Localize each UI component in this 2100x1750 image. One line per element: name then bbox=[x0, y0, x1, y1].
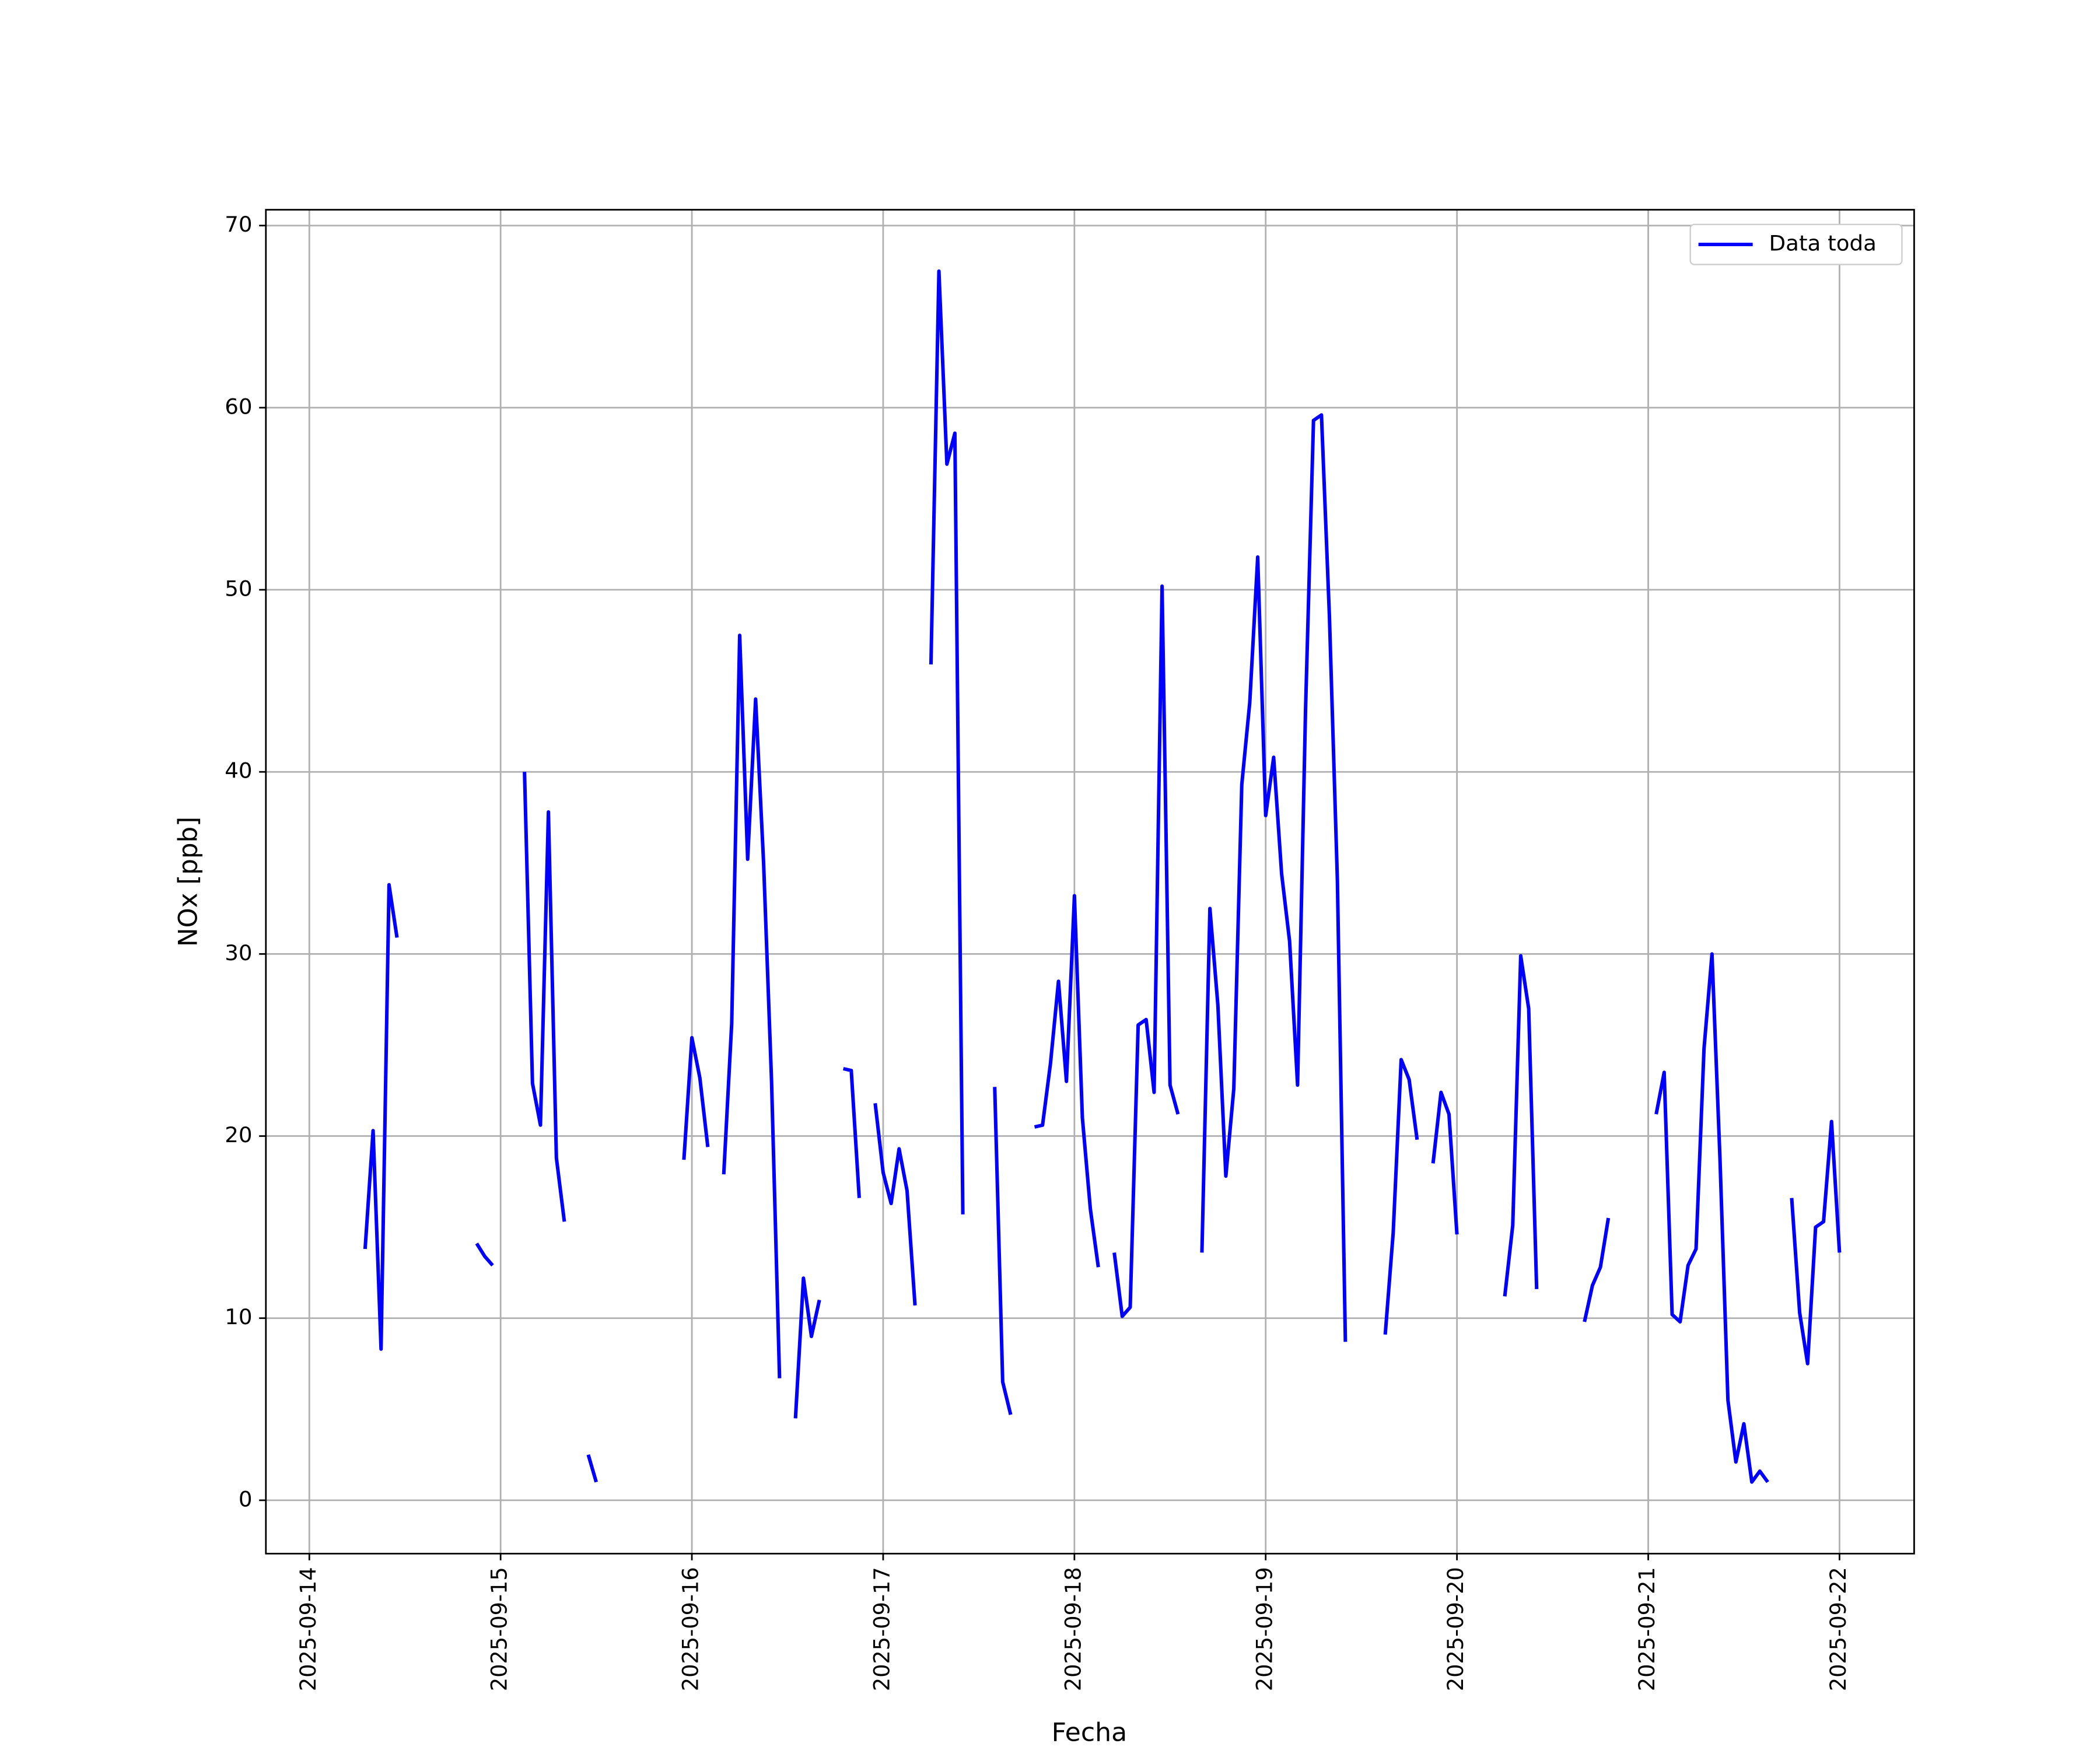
y-tick-label: 10 bbox=[225, 1304, 252, 1329]
y-tick-label: 20 bbox=[225, 1122, 252, 1147]
y-tick-label: 50 bbox=[225, 576, 252, 601]
x-tick-label: 2025-09-18 bbox=[1060, 1567, 1086, 1691]
y-tick-label: 30 bbox=[225, 940, 252, 965]
y-tick-label: 60 bbox=[225, 394, 252, 419]
plot-area bbox=[363, 269, 1842, 1484]
grid bbox=[265, 209, 1915, 1554]
data-line bbox=[363, 269, 1842, 1484]
x-tick-label: 2025-09-19 bbox=[1252, 1567, 1277, 1691]
legend-box bbox=[1689, 223, 1903, 265]
y-tick-label: 70 bbox=[225, 212, 252, 237]
x-tick-label: 2025-09-22 bbox=[1826, 1567, 1851, 1691]
x-axis-label: Fecha bbox=[1052, 1718, 1128, 1748]
axes-frame bbox=[265, 209, 1915, 1555]
x-tick-label: 2025-09-17 bbox=[869, 1567, 894, 1691]
x-tick-label: 2025-09-15 bbox=[487, 1567, 512, 1691]
legend-label: Data toda bbox=[1769, 231, 1877, 256]
y-tick-label: 40 bbox=[225, 758, 252, 783]
y-axis-label: NOx [ppb] bbox=[173, 817, 203, 947]
legend: Data toda bbox=[1689, 223, 1903, 265]
x-tick-label: 2025-09-20 bbox=[1443, 1567, 1468, 1691]
y-tick-label: 0 bbox=[239, 1487, 253, 1512]
x-tick-label: 2025-09-21 bbox=[1634, 1567, 1660, 1691]
x-tick-label: 2025-09-16 bbox=[678, 1567, 703, 1691]
x-tick-label: 2025-09-14 bbox=[296, 1567, 321, 1691]
